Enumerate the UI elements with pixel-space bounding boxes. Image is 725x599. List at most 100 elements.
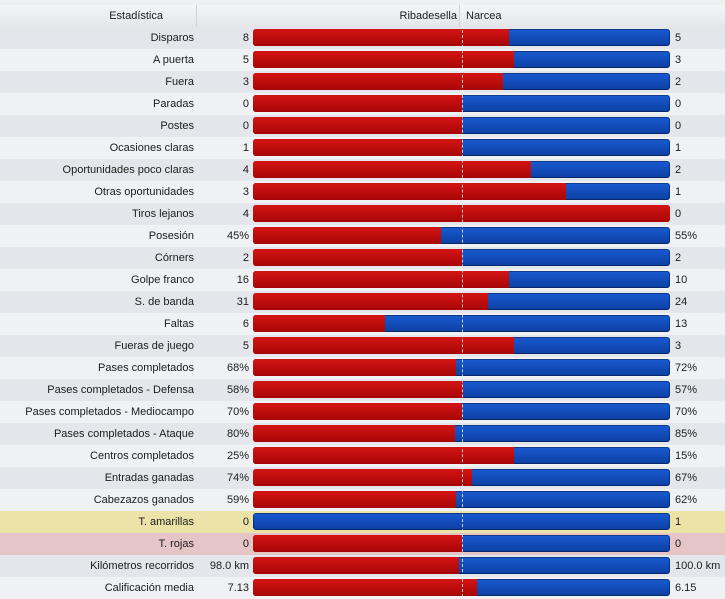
stat-row: Pases completados - Defensa 58% 57% (0, 379, 725, 401)
stat-row: Postes 0 0 (0, 115, 725, 137)
home-value: 70% (226, 406, 249, 418)
home-bar-fill (253, 183, 566, 200)
stat-row: Otras oportunidades 3 1 (0, 181, 725, 203)
away-value: 3 (675, 54, 682, 66)
comparison-bar (253, 51, 670, 68)
comparison-bar (253, 205, 670, 222)
stat-row: Cabezazos ganados 59% 62% (0, 489, 725, 511)
home-value: 4 (242, 208, 249, 220)
home-bar-fill (253, 403, 462, 420)
stat-label: Kilómetros recorridos (90, 560, 194, 572)
home-bar-fill (253, 271, 510, 288)
stat-label: T. rojas (158, 538, 194, 550)
home-value: 45% (226, 230, 249, 242)
stat-label: Córners (154, 252, 194, 264)
comparison-bar (253, 293, 670, 310)
home-bar-fill (253, 359, 456, 376)
away-value: 0 (675, 538, 682, 550)
comparison-bar (253, 469, 670, 486)
comparison-bar (253, 557, 670, 574)
home-bar-fill (253, 469, 472, 486)
comparison-bar (253, 579, 670, 596)
stat-label: Postes (160, 120, 194, 132)
away-value: 70% (675, 406, 698, 418)
home-value: 68% (226, 362, 249, 374)
stat-row: Ocasiones claras 1 1 (0, 137, 725, 159)
stat-row: Golpe franco 16 10 (0, 269, 725, 291)
away-value: 10 (675, 274, 688, 286)
stat-label: Ocasiones claras (109, 142, 194, 154)
home-value: 0 (242, 538, 249, 550)
comparison-bar (253, 117, 670, 134)
stats-table: Disparos 8 5 A puerta 5 3 Fuera 3 2 Paradas 0 0 Post… (0, 27, 725, 599)
stat-row: A puerta 5 3 (0, 49, 725, 71)
away-value: 6.15 (675, 582, 697, 594)
comparison-bar (253, 73, 670, 90)
away-value: 15% (675, 450, 698, 462)
home-bar-fill (253, 557, 460, 574)
stat-row: Posesión 45% 55% (0, 225, 725, 247)
home-bar-fill (253, 29, 510, 46)
home-value: 80% (226, 428, 249, 440)
home-bar-fill (253, 447, 514, 464)
away-value: 57% (675, 384, 698, 396)
comparison-bar (253, 513, 670, 530)
stat-label: Oportunidades poco claras (62, 164, 194, 176)
home-value: 3 (242, 76, 249, 88)
home-value: 5 (242, 340, 249, 352)
comparison-bar (253, 315, 670, 332)
stat-row: Pases completados - Ataque 80% 85% (0, 423, 725, 445)
home-value: 98.0 km (209, 560, 249, 572)
away-value: 1 (675, 516, 682, 528)
stat-row: Pases completados 68% 72% (0, 357, 725, 379)
stat-label: Pases completados - Mediocampo (25, 406, 194, 418)
away-value: 62% (675, 494, 698, 506)
away-value: 13 (675, 318, 688, 330)
stat-label: Paradas (153, 98, 194, 110)
stat-row: Pases completados - Mediocampo 70% 70% (0, 401, 725, 423)
stat-label: Calificación media (104, 582, 194, 594)
column-header-home-team[interactable]: Ribadesella (198, 5, 460, 27)
home-bar-fill (253, 205, 670, 222)
away-value: 100.0 km (675, 560, 721, 572)
comparison-bar (253, 249, 670, 266)
stat-row: T. amarillas 0 1 (0, 511, 725, 533)
home-value: 31 (236, 296, 249, 308)
stat-row: S. de banda 31 24 (0, 291, 725, 313)
home-value: 0 (242, 120, 249, 132)
stat-label: Otras oportunidades (94, 186, 194, 198)
home-value: 74% (226, 472, 249, 484)
away-value: 72% (675, 362, 698, 374)
stat-row: Entradas ganadas 74% 67% (0, 467, 725, 489)
comparison-bar (253, 139, 670, 156)
stat-label: Fuera (165, 76, 194, 88)
stat-row: T. rojas 0 0 (0, 533, 725, 555)
stat-label: Pases completados (98, 362, 194, 374)
comparison-bar (253, 271, 670, 288)
away-value: 55% (675, 230, 698, 242)
home-bar-fill (253, 139, 462, 156)
comparison-bar (253, 337, 670, 354)
stat-row: Centros completados 25% 15% (0, 445, 725, 467)
home-value: 0 (242, 98, 249, 110)
stat-label: Cabezazos ganados (93, 494, 194, 506)
away-value: 2 (675, 164, 682, 176)
column-header-away-team[interactable]: Narcea (466, 10, 502, 22)
home-bar-fill (253, 117, 462, 134)
comparison-bar (253, 535, 670, 552)
home-bar-fill (253, 293, 489, 310)
away-value: 24 (675, 296, 688, 308)
away-value: 85% (675, 428, 698, 440)
home-bar-fill (253, 315, 385, 332)
home-bar-fill (253, 535, 462, 552)
stat-label: S. de banda (134, 296, 194, 308)
column-header-statistic[interactable]: Estadística (0, 5, 197, 27)
home-bar-fill (253, 227, 441, 244)
home-value: 5 (242, 54, 249, 66)
stat-label: Centros completados (90, 450, 194, 462)
home-value: 25% (226, 450, 249, 462)
stat-row: Kilómetros recorridos 98.0 km 100.0 km (0, 555, 725, 577)
home-value: 6 (242, 318, 249, 330)
away-value: 0 (675, 120, 682, 132)
home-bar-fill (253, 51, 514, 68)
